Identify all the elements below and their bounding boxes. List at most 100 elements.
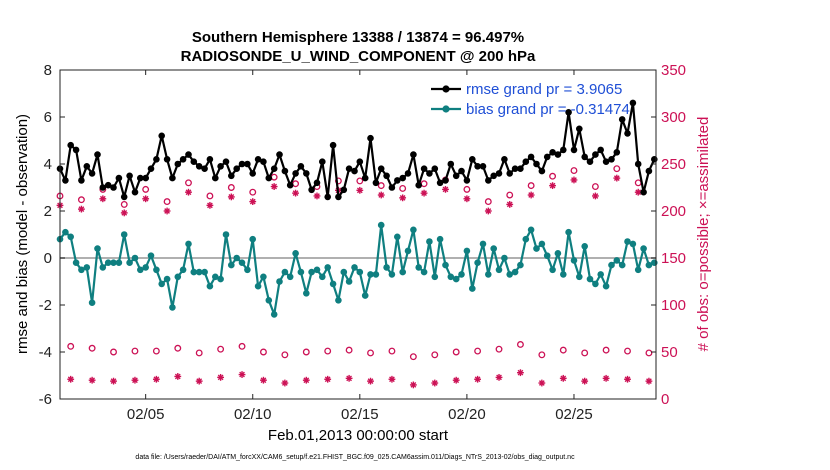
bias-point xyxy=(324,264,332,271)
obs-possible-marker xyxy=(377,182,385,190)
obs-assimilated-marker xyxy=(559,374,567,382)
obs-assimilated-marker xyxy=(324,375,332,383)
obs-assimilated-marker xyxy=(185,188,192,196)
rmse-point xyxy=(137,174,144,182)
asterisk-stroke xyxy=(431,380,438,386)
bias-point xyxy=(351,264,358,271)
rmse-point xyxy=(120,193,128,201)
asterisk-stroke xyxy=(453,377,460,384)
asterisk-stroke xyxy=(646,378,652,385)
obs-possible-marker xyxy=(163,198,171,206)
rmse-point xyxy=(634,160,642,168)
rmse-point xyxy=(426,170,433,177)
rmse-point xyxy=(115,174,123,182)
bias-point xyxy=(506,271,513,278)
bias-point xyxy=(522,235,530,243)
axes-box xyxy=(59,69,657,400)
obs-possible-marker xyxy=(152,347,160,355)
rmse-point xyxy=(629,99,637,107)
bias-point xyxy=(485,271,492,278)
obs-possible-marker xyxy=(409,353,417,361)
asterisk-stroke xyxy=(207,202,213,209)
y-tick-label: 0 xyxy=(44,250,52,267)
bias-point xyxy=(527,226,535,234)
bias-point xyxy=(185,240,192,248)
bias-point xyxy=(452,275,460,283)
asterisk-stroke xyxy=(496,374,502,381)
asterisk-stroke xyxy=(99,195,106,202)
y-tick-label: -4 xyxy=(39,344,52,361)
obs-possible-marker xyxy=(120,200,128,208)
rmse-point xyxy=(222,158,230,165)
asterisk-stroke xyxy=(249,198,256,205)
y-right-tick-label: 0 xyxy=(661,391,669,408)
asterisk-stroke xyxy=(292,190,299,197)
rmse-point xyxy=(452,172,460,180)
bias-point xyxy=(276,278,283,285)
rmse-point xyxy=(356,158,364,165)
bias-point xyxy=(377,221,385,229)
asterisk-stroke xyxy=(485,208,492,214)
obs-assimilated-marker xyxy=(570,176,578,184)
rmse-point xyxy=(538,167,546,175)
rmse-point xyxy=(447,160,455,168)
bias-point xyxy=(158,280,165,288)
obs-assimilated-marker xyxy=(442,185,449,193)
asterisk-stroke xyxy=(260,377,267,384)
x-tick-label: 02/20 xyxy=(448,406,486,423)
rmse-point xyxy=(570,146,578,154)
asterisk-stroke xyxy=(121,210,128,216)
rmse-point xyxy=(217,163,224,170)
bias-point xyxy=(254,282,262,290)
obs-possible-marker xyxy=(324,347,332,355)
bias-point xyxy=(249,235,256,243)
rmse-point xyxy=(586,158,594,165)
obs-assimilated-marker xyxy=(549,182,556,190)
obs-assimilated-marker xyxy=(463,195,471,203)
obs-assimilated-marker xyxy=(356,186,364,194)
bias-point xyxy=(190,268,198,276)
rmse-point xyxy=(624,130,631,137)
bias-point xyxy=(345,278,353,285)
bias-point xyxy=(265,297,273,304)
bias-point xyxy=(618,261,626,269)
bias-point xyxy=(581,243,588,250)
bias-point xyxy=(174,273,182,281)
bias-point xyxy=(538,240,546,248)
obs-possible-marker xyxy=(452,348,460,356)
rmse-point xyxy=(474,163,481,170)
obs-possible-marker xyxy=(249,188,257,196)
obs-possible-marker xyxy=(142,185,150,193)
bias-point xyxy=(586,275,594,283)
obs-possible-marker xyxy=(602,346,610,354)
obs-possible-marker xyxy=(302,348,310,356)
obs-assimilated-marker xyxy=(474,375,482,383)
bias-point xyxy=(110,259,117,267)
y-tick-label: 2 xyxy=(44,203,52,220)
asterisk-stroke xyxy=(592,193,599,199)
rmse-point xyxy=(110,184,117,191)
obs-possible-marker xyxy=(581,349,589,357)
asterisk-stroke xyxy=(78,206,85,212)
rmse-point xyxy=(249,170,256,177)
rmse-point xyxy=(244,160,251,168)
asterisk-stroke xyxy=(389,376,395,383)
rmse-point xyxy=(383,172,390,180)
obs-assimilated-marker xyxy=(399,194,407,202)
rmse-point xyxy=(88,170,96,177)
bias-point xyxy=(212,273,219,281)
obs-possible-marker xyxy=(549,172,557,180)
bias-point xyxy=(206,282,214,290)
rmse-point xyxy=(286,181,294,189)
rmse-point xyxy=(645,167,653,175)
rmse-point xyxy=(324,193,332,201)
obs-possible-marker xyxy=(227,184,235,191)
rmse-point xyxy=(104,181,112,189)
rmse-point xyxy=(303,170,310,177)
obs-assimilated-marker xyxy=(163,207,171,215)
obs-possible-marker xyxy=(281,351,289,359)
asterisk-stroke xyxy=(571,177,577,183)
asterisk-stroke xyxy=(517,369,524,376)
bias-point xyxy=(356,268,364,276)
y-tick-label: 4 xyxy=(44,156,52,173)
